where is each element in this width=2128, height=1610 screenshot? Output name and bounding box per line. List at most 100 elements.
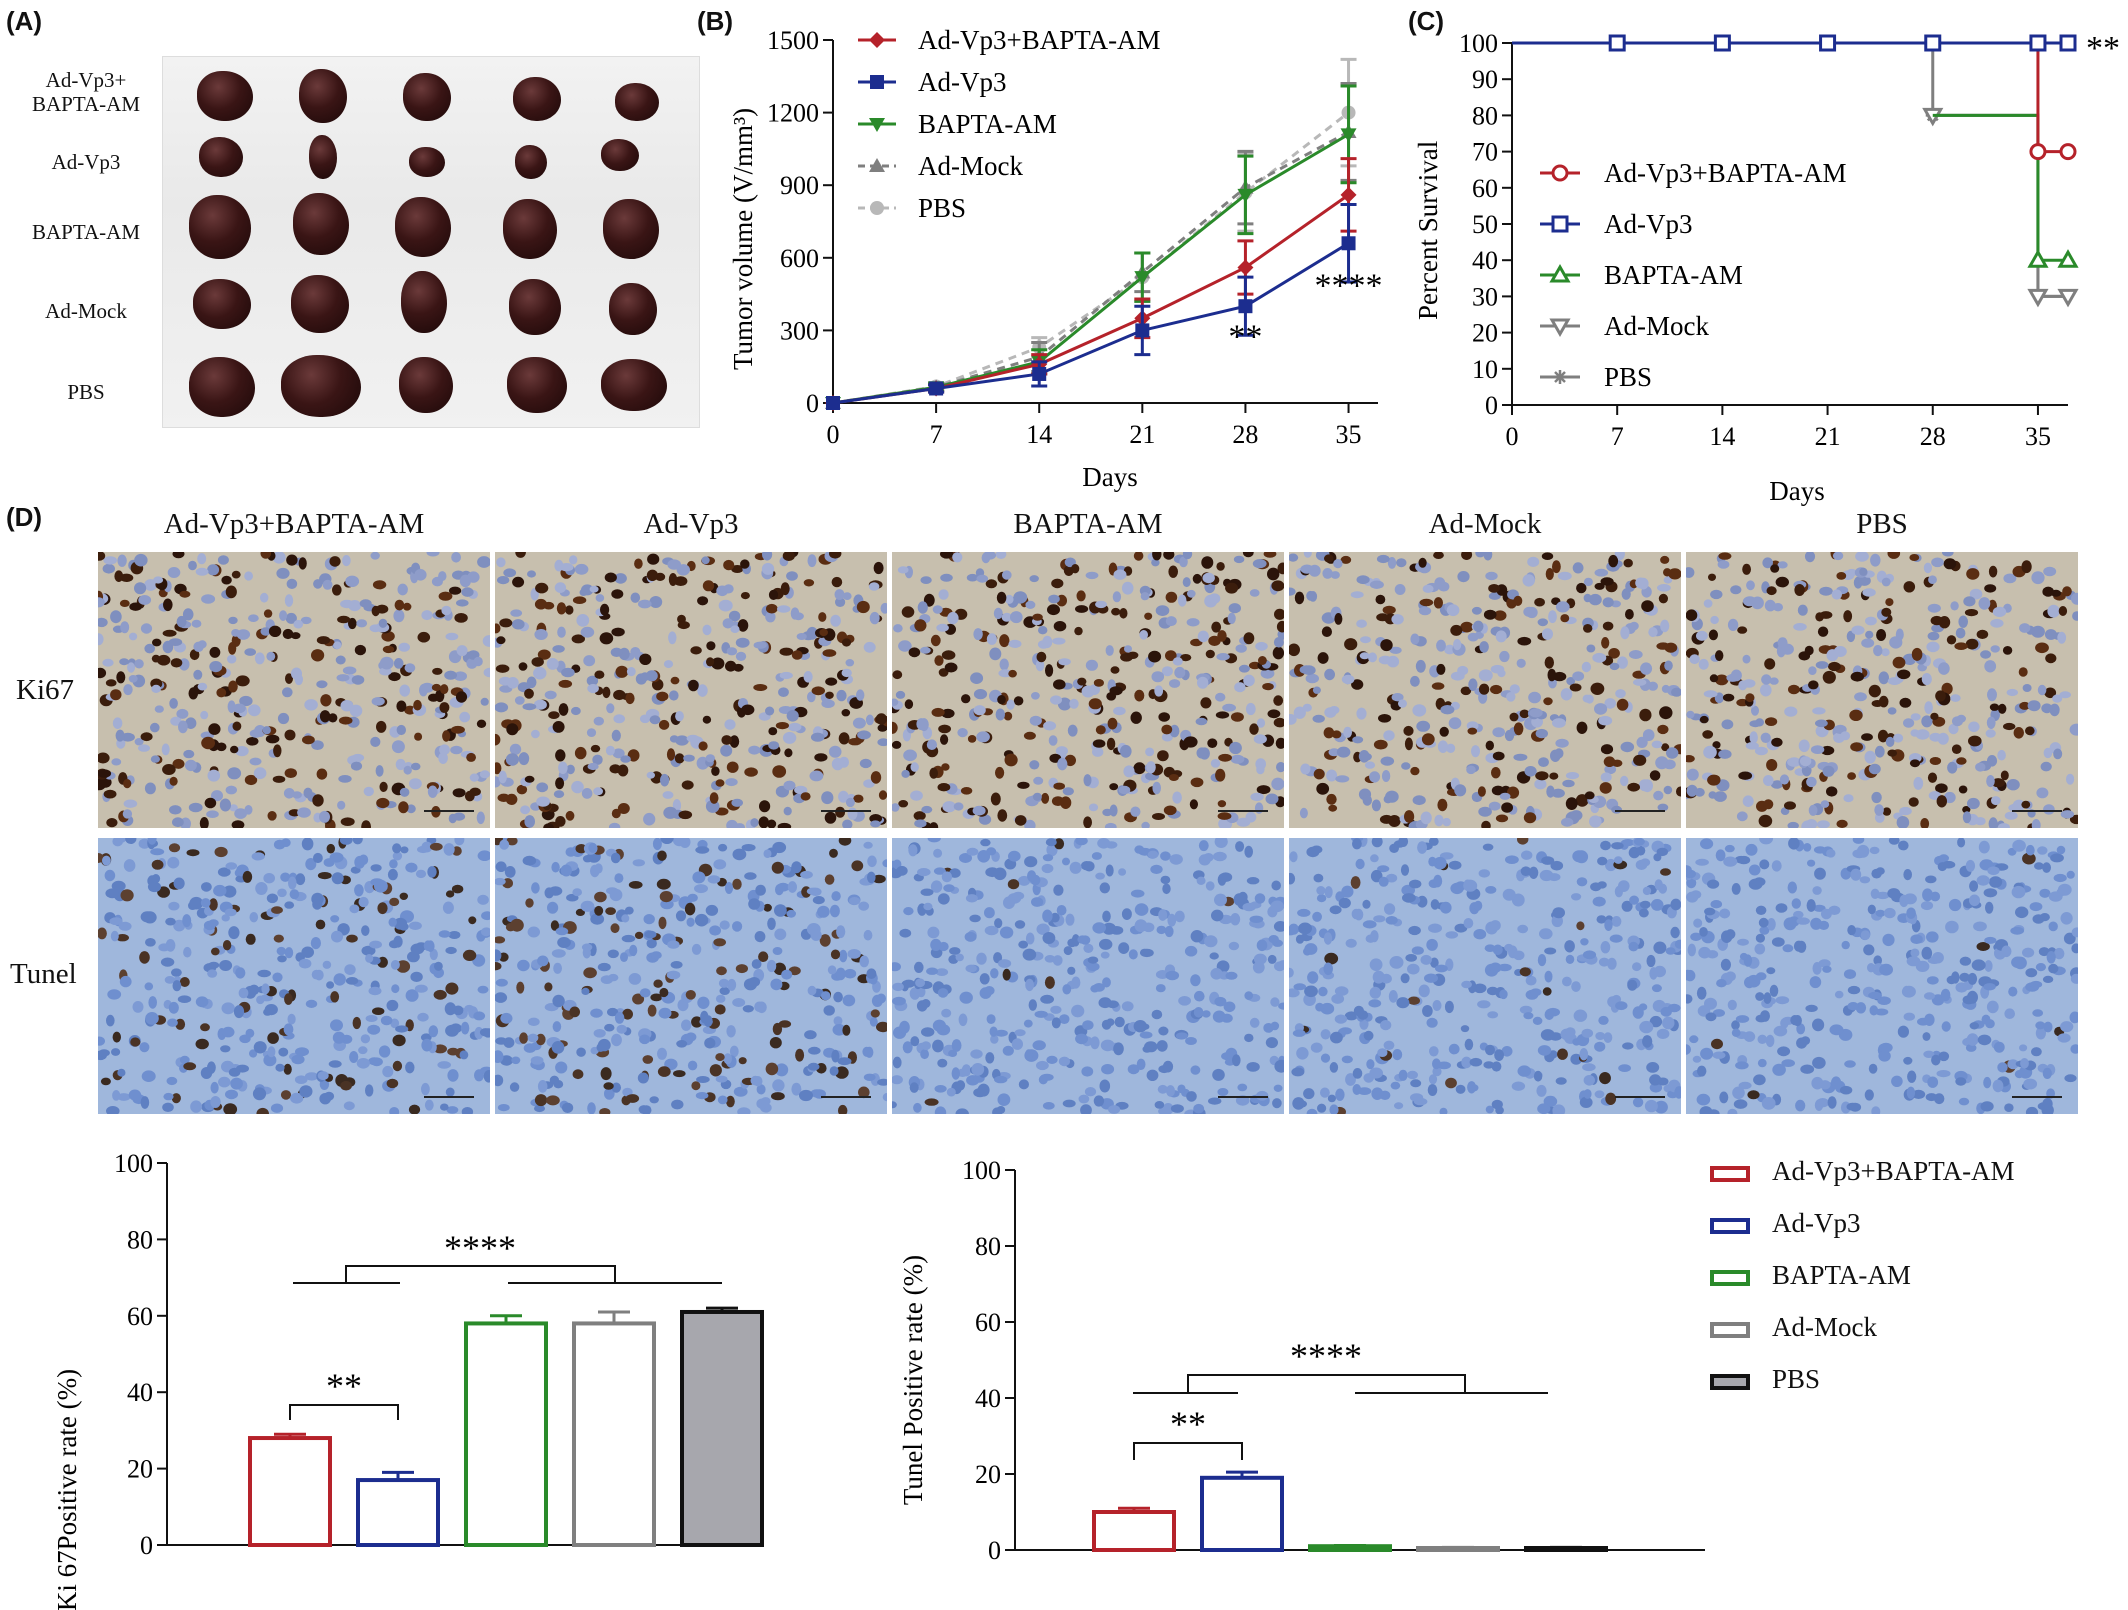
cell-nucleus	[1620, 741, 1635, 753]
cell-nucleus	[1369, 580, 1384, 589]
cell-nucleus	[145, 1012, 159, 1025]
cell-nucleus	[271, 906, 283, 914]
cell-nucleus	[772, 841, 787, 854]
cell-nucleus	[1400, 864, 1410, 876]
cell-nucleus	[461, 587, 474, 597]
cell-nucleus	[1549, 772, 1559, 780]
cell-nucleus	[865, 714, 874, 726]
cell-nucleus	[1292, 1029, 1306, 1037]
survival-line	[1932, 113, 2068, 298]
cell-nucleus	[1703, 690, 1718, 698]
cell-nucleus	[1649, 1074, 1662, 1086]
cell-nucleus	[144, 982, 154, 991]
cell-nucleus	[464, 790, 475, 802]
cell-nucleus	[427, 785, 438, 798]
cell-nucleus	[1490, 684, 1503, 695]
cell-nucleus	[1989, 703, 2000, 711]
cell-nucleus	[657, 850, 667, 861]
data-point	[1237, 188, 1254, 203]
cell-nucleus	[1867, 904, 1876, 915]
cell-nucleus	[123, 684, 133, 696]
cell-nucleus	[375, 765, 384, 777]
cell-nucleus	[1081, 861, 1093, 871]
cell-nucleus	[1653, 790, 1664, 801]
cell-nucleus	[1075, 1033, 1089, 1045]
cell-nucleus	[1071, 564, 1080, 574]
cell-nucleus	[2035, 1026, 2046, 1040]
cell-nucleus	[692, 871, 706, 884]
cell-nucleus	[469, 773, 479, 782]
cell-nucleus	[628, 973, 642, 985]
cell-nucleus	[863, 641, 876, 653]
y-axis-label: Percent Survival	[1413, 141, 1443, 320]
cell-nucleus	[322, 579, 333, 590]
cell-nucleus	[460, 1021, 470, 1035]
cell-nucleus	[1986, 716, 1996, 729]
cell-nucleus	[776, 882, 790, 892]
cell-nucleus	[1151, 1009, 1163, 1020]
cell-nucleus	[182, 914, 192, 928]
x-tick-label: 35	[2025, 422, 2051, 451]
cell-nucleus	[1822, 765, 1835, 777]
cell-nucleus	[1731, 883, 1741, 895]
cell-nucleus	[669, 690, 679, 701]
cell-nucleus	[1128, 949, 1138, 960]
cell-nucleus	[1408, 925, 1421, 936]
cell-nucleus	[305, 858, 317, 871]
cell-nucleus	[495, 1050, 504, 1063]
cell-nucleus	[2032, 1009, 2044, 1017]
y-tick-label: 0	[806, 389, 819, 418]
cell-nucleus	[1432, 1066, 1442, 1077]
cell-nucleus	[2015, 906, 2029, 919]
cell-nucleus	[1859, 876, 1871, 884]
cell-nucleus	[1810, 917, 1822, 930]
cell-nucleus	[607, 1007, 619, 1017]
cell-nucleus	[1113, 1042, 1124, 1056]
cell-nucleus	[933, 848, 943, 858]
cell-nucleus	[979, 973, 990, 985]
cell-nucleus	[1997, 823, 2010, 828]
tumor	[309, 135, 337, 179]
cell-nucleus	[1976, 942, 1990, 951]
cell-nucleus	[193, 669, 203, 680]
cell-nucleus	[1938, 854, 1949, 863]
tumor	[189, 195, 251, 259]
cell-nucleus	[1686, 865, 1692, 875]
legend-label: PBS	[1772, 1364, 1821, 1394]
cell-nucleus	[1769, 677, 1779, 685]
bar	[572, 1321, 656, 1547]
cell-nucleus	[1887, 552, 1901, 559]
cell-nucleus	[1888, 838, 1900, 845]
cell-nucleus	[997, 695, 1006, 705]
cell-nucleus	[1787, 757, 1802, 767]
cell-nucleus	[807, 985, 817, 996]
y-axis-label: Ki 67Positive rate (%)	[52, 1369, 82, 1610]
cell-nucleus	[1805, 819, 1818, 828]
cell-nucleus	[144, 579, 158, 591]
cell-nucleus	[1598, 957, 1610, 967]
cell-nucleus	[1351, 679, 1364, 690]
cell-nucleus	[517, 959, 530, 972]
cell-nucleus	[110, 689, 122, 701]
cell-nucleus	[719, 920, 730, 930]
cell-nucleus	[396, 724, 406, 736]
cell-nucleus	[423, 940, 433, 951]
cell-nucleus	[1385, 790, 1399, 803]
cell-nucleus	[1102, 922, 1117, 935]
cell-nucleus	[456, 599, 469, 607]
cell-nucleus	[643, 914, 655, 925]
cell-nucleus	[1218, 753, 1232, 762]
cell-nucleus	[102, 855, 111, 866]
cell-nucleus	[761, 562, 775, 575]
cell-nucleus	[1278, 1002, 1284, 1010]
cell-nucleus	[1457, 665, 1469, 676]
cell-nucleus	[322, 960, 332, 969]
cell-nucleus	[909, 1082, 919, 1093]
cell-nucleus	[455, 691, 468, 703]
cell-nucleus	[1090, 984, 1100, 993]
x-tick-label: 14	[1026, 420, 1052, 449]
cell-nucleus	[1742, 795, 1754, 807]
cell-nucleus	[605, 907, 616, 915]
cell-nucleus	[750, 818, 759, 828]
cell-nucleus	[666, 970, 681, 980]
